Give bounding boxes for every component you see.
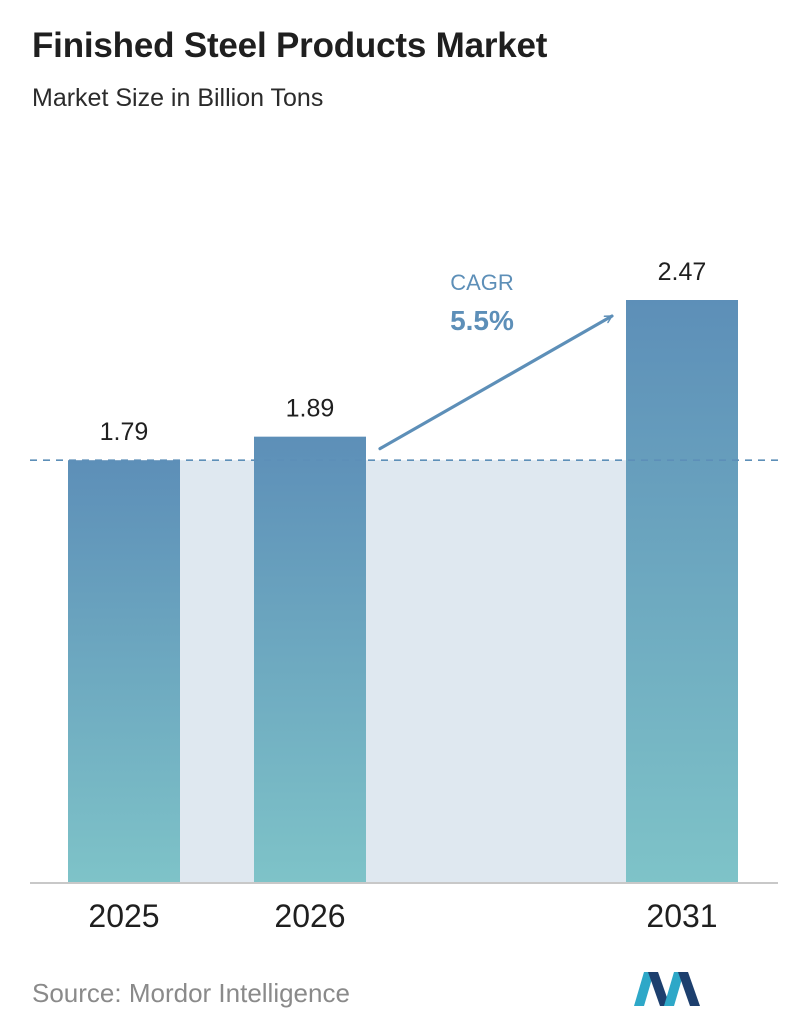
cagr-label: CAGR: [450, 270, 514, 295]
tick-label-2026: 2026: [274, 898, 345, 934]
mordor-intelligence-logo: [634, 972, 700, 1006]
value-label-2026: 1.89: [286, 395, 335, 423]
value-label-2031: 2.47: [658, 258, 707, 286]
value-label-2025: 1.79: [100, 418, 149, 446]
chart-title: Finished Steel Products Market: [32, 26, 548, 65]
bar-2031: [626, 300, 738, 882]
bar-chart: 1.79 2025 1.89 2026 2.47 2031 CAGR 5.5%: [30, 258, 780, 934]
cagr-value: 5.5%: [450, 305, 514, 336]
cagr-arrow: [378, 314, 614, 451]
bar-2026: [254, 436, 366, 882]
source-footer: Source: Mordor Intelligence: [32, 978, 350, 1008]
tick-label-2025: 2025: [88, 898, 159, 934]
chart-subtitle: Market Size in Billion Tons: [32, 84, 324, 112]
bar-2025: [68, 460, 180, 882]
tick-label-2031: 2031: [646, 898, 717, 934]
